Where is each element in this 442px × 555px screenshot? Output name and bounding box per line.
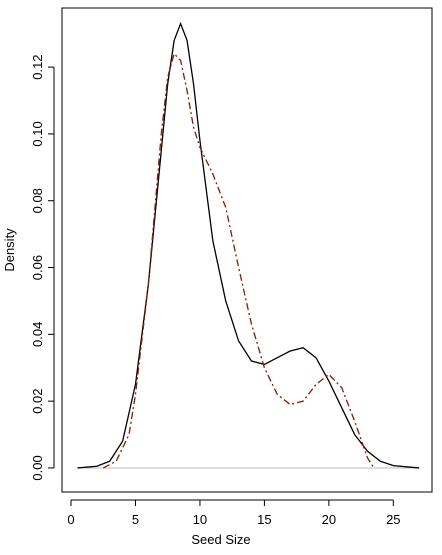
x-tick-label: 20 (322, 512, 336, 527)
y-tick-label: 0.04 (30, 322, 45, 347)
y-tick-label: 0.00 (30, 455, 45, 480)
y-tick-label: 0.10 (30, 121, 45, 146)
y-tick-label: 0.12 (30, 54, 45, 79)
y-tick-label: 0.02 (30, 388, 45, 413)
x-tick-label: 25 (386, 512, 400, 527)
plot-box (61, 7, 433, 493)
x-tick-label: 0 (67, 512, 74, 527)
x-tick-label: 5 (132, 512, 139, 527)
x-axis-title: Seed Size (191, 532, 250, 547)
density-line (77, 21, 420, 469)
x-tick-label: 10 (193, 512, 207, 527)
y-tick-label: 0.08 (30, 188, 45, 213)
x-tick-label: 15 (257, 512, 271, 527)
density-line (102, 52, 375, 469)
y-tick-label: 0.06 (30, 255, 45, 280)
y-axis-title: Density (2, 228, 17, 272)
